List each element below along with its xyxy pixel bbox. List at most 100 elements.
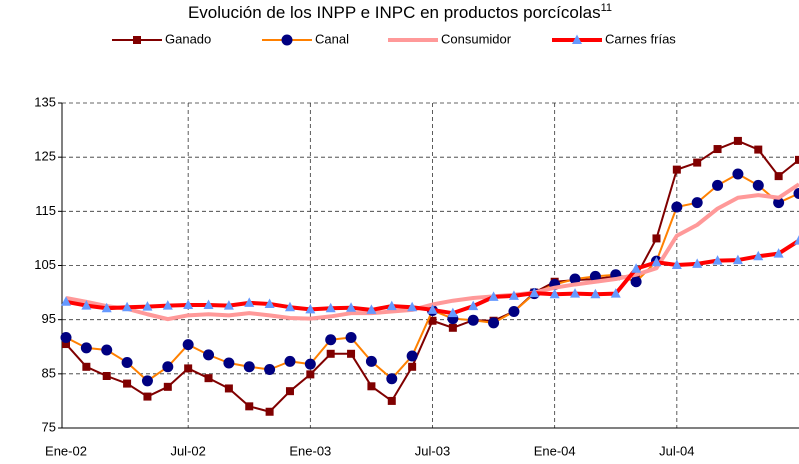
marker <box>366 304 377 314</box>
title-superscript: 11 <box>601 2 612 14</box>
x-tick-label: Jul-03 <box>415 443 450 458</box>
marker <box>386 300 397 311</box>
marker <box>265 407 274 416</box>
marker <box>488 317 500 329</box>
marker <box>101 302 112 313</box>
marker <box>713 145 722 154</box>
x-tick-label: Ene-02 <box>45 443 87 458</box>
legend-label: Ganado <box>165 31 211 46</box>
marker <box>406 350 418 362</box>
marker <box>671 259 682 269</box>
marker <box>774 172 783 181</box>
marker <box>754 145 763 154</box>
y-tick-label: 115 <box>35 203 56 218</box>
marker <box>651 256 662 267</box>
marker <box>712 179 724 191</box>
marker <box>121 356 133 368</box>
marker <box>326 349 335 358</box>
marker <box>773 248 784 258</box>
marker <box>570 288 581 298</box>
marker <box>367 382 376 391</box>
marker <box>508 306 520 318</box>
x-tick-label: Jul-04 <box>659 443 694 458</box>
marker <box>82 362 91 371</box>
marker <box>753 250 764 261</box>
legend-label: Carnes frías <box>605 31 676 46</box>
marker <box>245 402 254 411</box>
marker <box>549 288 560 299</box>
marker <box>733 136 742 145</box>
legend-label: Consumidor <box>441 31 512 46</box>
marker <box>468 300 479 311</box>
marker <box>264 364 276 375</box>
marker <box>264 298 275 308</box>
marker <box>589 270 601 282</box>
marker <box>223 300 234 310</box>
marker <box>60 332 72 344</box>
marker <box>610 288 621 298</box>
marker <box>448 323 457 332</box>
y-tick-label: 85 <box>42 365 56 380</box>
marker <box>447 307 458 318</box>
marker <box>102 372 111 380</box>
marker <box>304 358 316 370</box>
marker <box>529 287 540 298</box>
marker <box>101 344 113 356</box>
y-tick-label: 135 <box>34 94 56 109</box>
marker <box>773 197 785 209</box>
marker <box>467 314 479 326</box>
y-tick-label: 125 <box>34 149 56 164</box>
marker <box>671 201 683 213</box>
marker <box>346 302 357 312</box>
marker <box>62 340 70 349</box>
marker <box>306 370 315 379</box>
legend-label: Canal <box>315 31 349 46</box>
marker <box>508 290 519 300</box>
marker <box>162 361 174 373</box>
marker <box>203 299 214 310</box>
marker <box>184 364 193 373</box>
marker <box>365 355 377 367</box>
marker <box>572 34 582 44</box>
x-tick-label: Jul-02 <box>170 443 205 458</box>
marker <box>752 179 764 191</box>
marker <box>224 384 233 393</box>
marker <box>569 273 581 285</box>
marker <box>630 276 642 288</box>
marker <box>325 334 337 346</box>
title-text: Evolución de los INPP e INPC en producto… <box>188 3 601 22</box>
marker <box>244 297 255 307</box>
marker <box>793 187 799 199</box>
marker <box>692 258 703 268</box>
y-tick-label: 105 <box>34 257 56 272</box>
y-tick-label: 95 <box>42 311 56 326</box>
marker <box>223 357 235 369</box>
marker <box>305 303 316 314</box>
marker <box>408 362 417 371</box>
marker <box>163 382 172 391</box>
marker <box>795 155 799 164</box>
marker <box>590 288 601 299</box>
chart-title: Evolución de los INPP e INPC en producto… <box>188 2 612 23</box>
marker <box>143 392 152 401</box>
y-tick-label: 75 <box>42 419 56 434</box>
marker <box>691 197 703 209</box>
marker <box>794 235 799 245</box>
marker <box>81 300 92 310</box>
marker <box>407 301 418 312</box>
marker <box>345 332 357 344</box>
marker <box>427 304 438 314</box>
x-tick-label: Ene-04 <box>534 443 576 458</box>
marker <box>693 158 702 167</box>
marker <box>204 374 213 383</box>
marker <box>347 349 356 358</box>
marker <box>712 255 723 265</box>
marker <box>80 342 92 354</box>
marker <box>133 36 141 44</box>
marker <box>386 373 398 385</box>
marker <box>284 355 296 367</box>
marker <box>243 361 255 373</box>
marker <box>284 301 295 312</box>
marker <box>732 168 744 180</box>
